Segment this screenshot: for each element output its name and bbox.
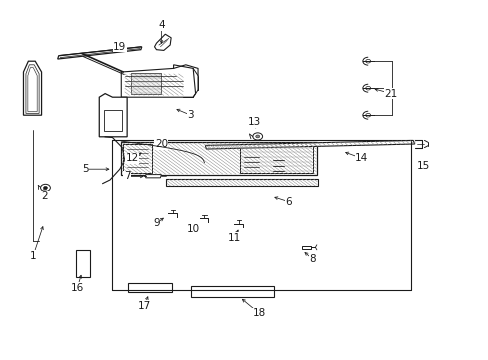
Text: 4: 4 xyxy=(158,20,164,30)
Polygon shape xyxy=(103,110,122,131)
Polygon shape xyxy=(58,47,142,59)
Polygon shape xyxy=(190,286,273,297)
Polygon shape xyxy=(121,142,316,175)
Text: 1: 1 xyxy=(30,251,37,261)
Text: 10: 10 xyxy=(186,224,199,234)
Text: 17: 17 xyxy=(137,301,151,311)
Circle shape xyxy=(255,135,259,138)
Text: 7: 7 xyxy=(123,171,130,181)
Text: 19: 19 xyxy=(113,42,126,52)
Text: 13: 13 xyxy=(247,117,261,127)
Circle shape xyxy=(41,184,50,192)
Text: 6: 6 xyxy=(285,197,291,207)
Polygon shape xyxy=(76,250,90,277)
Text: 12: 12 xyxy=(125,153,139,163)
Text: 20: 20 xyxy=(155,139,167,149)
Polygon shape xyxy=(205,140,414,149)
Polygon shape xyxy=(128,283,172,292)
Circle shape xyxy=(43,186,47,189)
Circle shape xyxy=(252,133,262,140)
Polygon shape xyxy=(145,175,161,178)
Polygon shape xyxy=(99,94,127,137)
Text: 9: 9 xyxy=(153,218,160,228)
Circle shape xyxy=(365,113,370,117)
Text: 3: 3 xyxy=(187,110,194,120)
Polygon shape xyxy=(28,68,37,112)
Text: 2: 2 xyxy=(41,191,48,201)
Text: 8: 8 xyxy=(309,254,316,264)
Text: 11: 11 xyxy=(227,233,241,243)
Text: 5: 5 xyxy=(82,164,89,174)
Polygon shape xyxy=(166,179,317,186)
Polygon shape xyxy=(301,246,311,249)
Polygon shape xyxy=(239,144,312,173)
Polygon shape xyxy=(26,65,39,113)
Circle shape xyxy=(365,86,370,90)
Polygon shape xyxy=(154,34,171,50)
Circle shape xyxy=(365,59,370,63)
Text: 16: 16 xyxy=(70,283,84,293)
Text: 21: 21 xyxy=(384,89,397,99)
Polygon shape xyxy=(121,65,195,97)
Text: 15: 15 xyxy=(415,161,429,171)
Polygon shape xyxy=(23,61,41,115)
Polygon shape xyxy=(131,73,161,94)
Polygon shape xyxy=(123,144,151,173)
Text: 14: 14 xyxy=(354,153,368,163)
Text: 18: 18 xyxy=(252,308,265,318)
